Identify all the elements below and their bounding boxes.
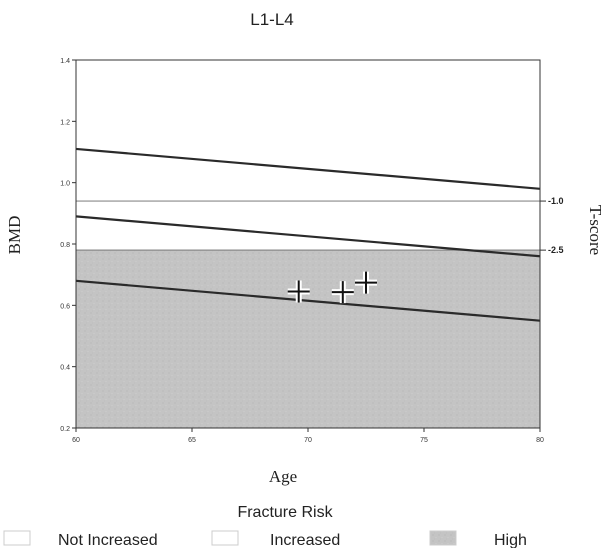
x-tick-label-1: 65 <box>188 437 196 444</box>
legend-label-0: Not Increased <box>58 532 158 548</box>
y-tick-label-4: 1.0 <box>60 181 70 188</box>
legend-label-2: High <box>494 532 527 548</box>
legend-entry-2: High <box>429 530 527 548</box>
tscore-label-1: -2.5 <box>548 245 564 255</box>
reference-line-0 <box>75 147 541 190</box>
y-axis-label: BMD <box>5 216 24 255</box>
reference-line-2 <box>75 279 541 322</box>
legend-swatch-1 <box>211 530 239 546</box>
legend-swatch-0 <box>3 530 31 546</box>
y-tick-label-5: 1.2 <box>60 119 70 126</box>
y-tick-label-6: 1.4 <box>60 58 70 65</box>
legend-entry-1: Increased <box>211 530 340 548</box>
data-point-2 <box>355 271 377 294</box>
tscore-label-0: -1.0 <box>548 196 564 206</box>
y-tick-label-1: 0.4 <box>60 365 70 372</box>
legend: Fracture Risk Not Increased Increased High <box>3 504 527 548</box>
y-tick-label-0: 0.2 <box>60 426 70 433</box>
x-axis-label: Age <box>269 467 297 486</box>
data-point-0 <box>287 280 310 303</box>
chart-title: L1-L4 <box>250 10 293 29</box>
legend-title: Fracture Risk <box>237 504 333 521</box>
y-tick-label-3: 0.8 <box>60 242 70 249</box>
legend-entry-0: Not Increased <box>3 530 158 548</box>
x-tick-label-0: 60 <box>72 437 80 444</box>
plot-area <box>75 59 541 429</box>
high-risk-region <box>76 250 540 428</box>
reference-line-1 <box>75 215 541 258</box>
x-tick-label-2: 70 <box>304 437 312 444</box>
y-tick-label-2: 0.6 <box>60 303 70 310</box>
x-tick-label-3: 75 <box>420 437 428 444</box>
legend-swatch-2 <box>429 530 457 546</box>
legend-label-1: Increased <box>270 532 340 548</box>
x-tick-label-4: 80 <box>536 437 544 444</box>
y2-axis-label: T-score <box>586 205 605 255</box>
data-point-1 <box>331 281 354 304</box>
